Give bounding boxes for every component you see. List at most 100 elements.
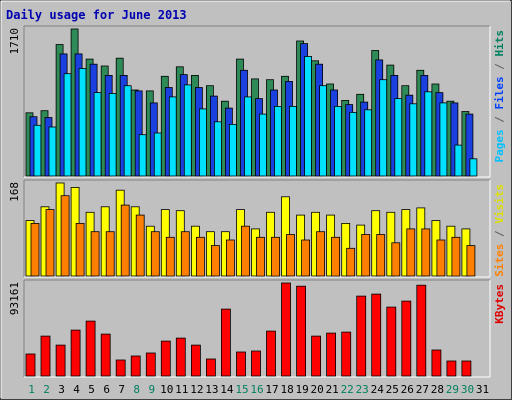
bar-hits-pages-day-2	[48, 126, 57, 177]
bar-kbytes-kbytes-day-23	[356, 295, 367, 377]
x-tick-label-day-29: 29	[446, 383, 459, 396]
x-tick-label-day-7: 7	[118, 383, 125, 396]
bar-visits-sites-day-24	[376, 234, 386, 277]
bar-kbytes-kbytes-day-1	[25, 353, 36, 377]
x-tick-label-day-6: 6	[103, 383, 110, 396]
legend-text-0: Pages	[493, 129, 506, 162]
x-tick-label-day-20: 20	[310, 383, 323, 396]
x-tick-label-day-8: 8	[133, 383, 140, 396]
bar-hits-pages-day-17	[274, 106, 282, 177]
x-tick-label-day-23: 23	[356, 383, 369, 396]
x-tick-label-day-16: 16	[250, 383, 263, 396]
legend-text-1: /	[493, 224, 506, 244]
bar-visits-sites-day-1	[30, 222, 40, 277]
bar-visits-sites-day-11	[180, 231, 190, 277]
x-tick-label-day-11: 11	[175, 383, 188, 396]
legend-text-2: Visits	[493, 184, 506, 224]
x-tick-label-day-14: 14	[220, 383, 234, 396]
bar-kbytes-kbytes-day-21	[326, 332, 337, 377]
bar-visits-sites-day-22	[346, 247, 356, 277]
bar-kbytes-kbytes-day-17	[266, 330, 276, 377]
bar-kbytes-kbytes-day-7	[115, 359, 126, 377]
bar-hits-pages-day-19	[304, 56, 313, 177]
bar-visits-sites-day-6	[105, 231, 115, 277]
bar-kbytes-kbytes-day-16	[251, 350, 261, 377]
bar-hits-pages-day-11	[183, 84, 192, 177]
bar-kbytes-kbytes-day-15	[236, 351, 246, 377]
bar-hits-files-day-29	[450, 102, 459, 177]
panel-visits: 168 Sites / Visits	[8, 179, 506, 278]
bar-hits-pages-day-25	[394, 98, 403, 177]
bar-hits-pages-day-15	[244, 96, 252, 177]
x-axis-day-labels: 1 2 3 4 5 6 7 8 9 10 11 12 13 14 15 16 17 18 19 20 21 22 23 24 2…	[28, 383, 489, 396]
bar-hits-pages-day-14	[228, 124, 237, 177]
bar-hits-pages-day-12	[198, 108, 207, 177]
bar-visits-sites-day-10	[165, 236, 175, 277]
bar-kbytes-kbytes-day-25	[386, 306, 397, 377]
bar-hits-pages-day-21	[334, 106, 343, 177]
bar-kbytes-kbytes-day-29	[446, 360, 457, 377]
x-tick-label-day-21: 21	[326, 383, 339, 396]
panel-visits-legend: Sites / Visits	[493, 184, 506, 277]
bar-kbytes-kbytes-day-14	[220, 308, 231, 377]
bar-kbytes-kbytes-day-20	[311, 335, 322, 377]
x-tick-label-day-19: 19	[295, 383, 308, 396]
bar-hits-pages-day-9	[153, 132, 162, 177]
bar-hits-pages-day-7	[123, 85, 132, 177]
bar-visits-sites-day-21	[331, 236, 341, 277]
bar-kbytes-kbytes-day-22	[341, 331, 352, 377]
bar-visits-sites-day-17	[271, 236, 280, 277]
x-tick-label-day-13: 13	[205, 383, 218, 396]
x-tick-label-day-5: 5	[88, 383, 95, 396]
bar-visits-sites-day-4	[75, 222, 85, 277]
x-tick-label-day-10: 10	[160, 383, 173, 396]
bar-kbytes-kbytes-day-26	[401, 300, 412, 377]
bar-hits-pages-day-8	[138, 134, 147, 177]
panel-hits: 1710 Pages / Files / Hits	[8, 25, 506, 178]
bar-visits-sites-day-15	[241, 225, 250, 277]
bar-kbytes-kbytes-day-9	[145, 352, 156, 377]
chart-title: Daily usage for June 2013	[6, 8, 187, 22]
bar-kbytes-kbytes-day-3	[55, 344, 66, 377]
x-tick-label-day-28: 28	[431, 383, 444, 396]
legend-text-1: /	[493, 110, 506, 130]
bar-visits-sites-day-20	[316, 231, 326, 277]
bar-kbytes-kbytes-day-27	[416, 284, 427, 377]
x-tick-label-day-31: 31	[476, 383, 489, 396]
bar-hits-pages-day-24	[379, 79, 388, 177]
bar-visits-sites-day-29	[451, 236, 461, 277]
x-tick-label-day-15: 15	[235, 383, 248, 396]
bar-hits-pages-day-16	[259, 113, 267, 177]
x-tick-label-day-30: 30	[461, 383, 474, 396]
bar-kbytes-kbytes-day-19	[296, 285, 307, 377]
bar-hits-pages-day-3	[63, 73, 72, 177]
bar-hits-pages-day-4	[78, 68, 87, 177]
bar-visits-sites-day-7	[120, 204, 130, 277]
panel-hits-legend: Pages / Files / Hits	[493, 30, 506, 163]
legend-text-2: Files	[493, 76, 506, 109]
legend-text-0: Sites	[493, 244, 506, 277]
x-tick-label-day-3: 3	[58, 383, 65, 396]
bar-visits-sites-day-27	[421, 228, 431, 277]
bar-kbytes-kbytes-day-8	[130, 355, 141, 377]
bar-visits-sites-day-8	[135, 214, 145, 277]
bar-visits-sites-day-18	[286, 234, 295, 277]
legend-text-3: /	[493, 57, 506, 77]
bar-kbytes-kbytes-day-4	[70, 329, 81, 377]
bar-hits-pages-day-5	[93, 92, 102, 177]
x-tick-label-day-22: 22	[341, 383, 354, 396]
bar-visits-sites-day-30	[466, 245, 476, 277]
x-tick-label-day-27: 27	[416, 383, 429, 396]
bar-kbytes-kbytes-day-18	[281, 282, 291, 377]
bar-hits-pages-day-26	[409, 103, 418, 177]
x-tick-label-day-4: 4	[73, 383, 80, 396]
x-tick-label-day-17: 17	[265, 383, 278, 396]
bar-visits-sites-day-14	[225, 239, 235, 277]
x-tick-label-day-26: 26	[401, 383, 414, 396]
bar-hits-pages-day-18	[289, 106, 297, 177]
legend-text-4: Hits	[493, 30, 506, 57]
legend-text-0: KBytes	[493, 284, 506, 324]
bar-hits-pages-day-6	[108, 93, 117, 177]
bar-hits-pages-day-28	[439, 102, 448, 177]
x-tick-label-day-18: 18	[280, 383, 293, 396]
